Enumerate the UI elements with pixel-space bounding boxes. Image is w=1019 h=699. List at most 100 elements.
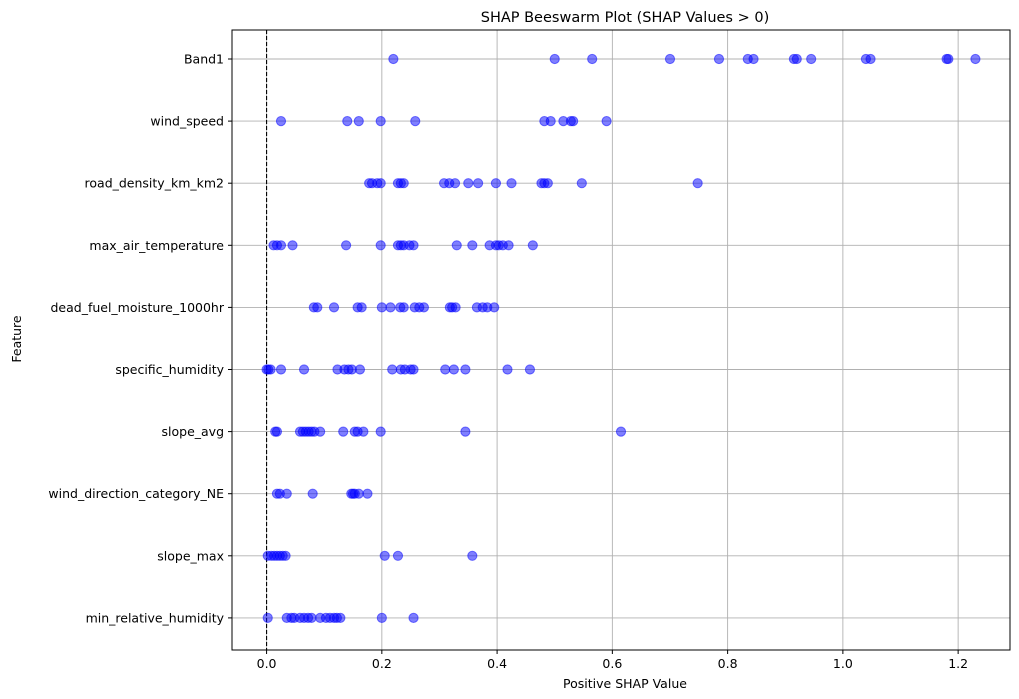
- point-max_air_temperature-3: [287, 240, 298, 251]
- point-Band1-11: [865, 53, 876, 65]
- point-wind_direction_category_NE-8: [362, 488, 373, 499]
- x-tick-label-0: 0.0: [257, 656, 277, 671]
- point-wind_speed-6: [545, 116, 556, 127]
- point-max_air_temperature-4: [341, 240, 352, 251]
- point-road_density_km_km2-13: [506, 178, 517, 189]
- y-tick-label-road_density_km_km2: road_density_km_km2: [85, 176, 224, 191]
- point-max_air_temperature-18: [527, 240, 538, 251]
- x-tick-label-3: 0.6: [602, 656, 622, 671]
- x-axis-label: Positive SHAP Value: [563, 676, 687, 691]
- point-Band1-9: [806, 53, 817, 65]
- point-road_density_km_km2-6: [398, 178, 409, 189]
- point-max_air_temperature-2: [275, 240, 287, 251]
- point-wind_speed-0: [275, 116, 287, 127]
- point-dead_fuel_moisture_1000hr-8: [398, 302, 409, 313]
- y-tick-label-wind_direction_category_NE: wind_direction_category_NE: [48, 486, 224, 501]
- point-Band1-3: [664, 53, 676, 65]
- point-wind_speed-3: [375, 116, 386, 127]
- point-Band1-14: [970, 53, 981, 65]
- point-wind_speed-2: [353, 116, 364, 127]
- y-tick-label-wind_speed: wind_speed: [150, 114, 224, 129]
- point-slope_avg-9: [338, 426, 349, 437]
- point-specific_humidity-3: [275, 364, 287, 375]
- point-specific_humidity-2: [265, 364, 276, 375]
- point-slope_avg-1: [271, 426, 283, 437]
- point-Band1-0: [388, 53, 399, 65]
- point-road_density_km_km2-3: [375, 178, 386, 189]
- point-slope_avg-12: [358, 426, 369, 437]
- point-dead_fuel_moisture_1000hr-5: [376, 302, 387, 313]
- point-dead_fuel_moisture_1000hr-6: [385, 302, 396, 313]
- point-wind_direction_category_NE-3: [307, 488, 318, 499]
- point-wind_speed-1: [342, 116, 353, 127]
- point-max_air_temperature-11: [451, 240, 462, 251]
- point-min_relative_humidity-13: [335, 612, 346, 624]
- point-road_density_km_km2-18: [692, 178, 703, 189]
- point-Band1-4: [713, 53, 725, 65]
- point-slope_avg-14: [460, 426, 471, 437]
- point-specific_humidity-16: [448, 364, 459, 375]
- point-dead_fuel_moisture_1000hr-11: [418, 302, 430, 313]
- point-specific_humidity-10: [387, 364, 398, 375]
- point-slope_avg-15: [615, 426, 627, 437]
- point-wind_speed-4: [410, 116, 421, 127]
- point-Band1-2: [587, 53, 598, 65]
- point-dead_fuel_moisture_1000hr-4: [356, 302, 367, 313]
- point-dead_fuel_moisture_1000hr-1: [312, 302, 323, 313]
- point-slope_max-6: [280, 550, 291, 561]
- point-specific_humidity-18: [502, 364, 513, 375]
- point-specific_humidity-9: [354, 364, 366, 375]
- point-slope_max-7: [379, 550, 390, 561]
- y-tick-label-slope_max: slope_max: [157, 548, 224, 563]
- point-road_density_km_km2-12: [490, 178, 502, 189]
- point-slope_max-9: [467, 550, 478, 561]
- y-tick-label-max_air_temperature: max_air_temperature: [89, 238, 224, 253]
- point-Band1-6: [748, 53, 759, 65]
- y-axis-label: Feature: [9, 315, 24, 363]
- x-tick-label-4: 0.8: [718, 656, 738, 671]
- x-tick-label-5: 1.0: [833, 656, 853, 671]
- point-specific_humidity-19: [524, 364, 536, 375]
- point-min_relative_humidity-0: [262, 612, 273, 624]
- point-min_relative_humidity-14: [376, 612, 387, 624]
- point-wind_speed-10: [601, 116, 612, 127]
- point-slope_avg-8: [315, 426, 326, 437]
- x-tick-label-2: 0.4: [487, 656, 507, 671]
- y-tick-label-min_relative_humidity: min_relative_humidity: [86, 610, 225, 625]
- point-specific_humidity-15: [440, 364, 451, 375]
- plot-frame: [231, 29, 1011, 651]
- point-specific_humidity-17: [460, 364, 471, 375]
- point-slope_max-8: [392, 550, 404, 561]
- point-road_density_km_km2-16: [542, 178, 553, 189]
- y-tick-label-Band1: Band1: [184, 52, 224, 67]
- point-road_density_km_km2-17: [576, 178, 587, 189]
- point-Band1-8: [791, 53, 802, 65]
- data-points: [261, 53, 981, 624]
- point-road_density_km_km2-9: [449, 178, 461, 189]
- point-slope_avg-13: [375, 426, 386, 437]
- y-tick-label-dead_fuel_moisture_1000hr: dead_fuel_moisture_1000hr: [50, 300, 224, 315]
- point-max_air_temperature-12: [467, 240, 478, 251]
- point-dead_fuel_moisture_1000hr-14: [450, 302, 461, 313]
- point-Band1-13: [943, 53, 954, 65]
- x-axis-ticks: 0.0 0.2 0.4 0.6 0.8 1.0 1.2: [257, 650, 968, 671]
- point-dead_fuel_moisture_1000hr-2: [328, 302, 340, 313]
- x-tick-label-6: 1.2: [948, 656, 968, 671]
- x-tick-label-1: 0.2: [372, 656, 392, 671]
- point-min_relative_humidity-15: [408, 612, 419, 624]
- point-specific_humidity-14: [408, 364, 419, 375]
- point-min_relative_humidity-7: [306, 612, 317, 624]
- point-dead_fuel_moisture_1000hr-18: [489, 302, 500, 313]
- point-road_density_km_km2-11: [472, 178, 484, 189]
- y-tick-label-slope_avg: slope_avg: [162, 424, 225, 439]
- point-max_air_temperature-17: [503, 240, 514, 251]
- point-wind_speed-9: [568, 116, 579, 127]
- point-Band1-1: [549, 53, 560, 65]
- point-wind_direction_category_NE-7: [353, 488, 364, 499]
- point-wind_direction_category_NE-2: [281, 488, 292, 499]
- point-road_density_km_km2-10: [463, 178, 474, 189]
- y-axis-ticks: Band1 wind_speed road_density_km_km2 max_ai…: [48, 52, 232, 625]
- point-specific_humidity-4: [298, 364, 310, 375]
- point-max_air_temperature-5: [375, 240, 386, 251]
